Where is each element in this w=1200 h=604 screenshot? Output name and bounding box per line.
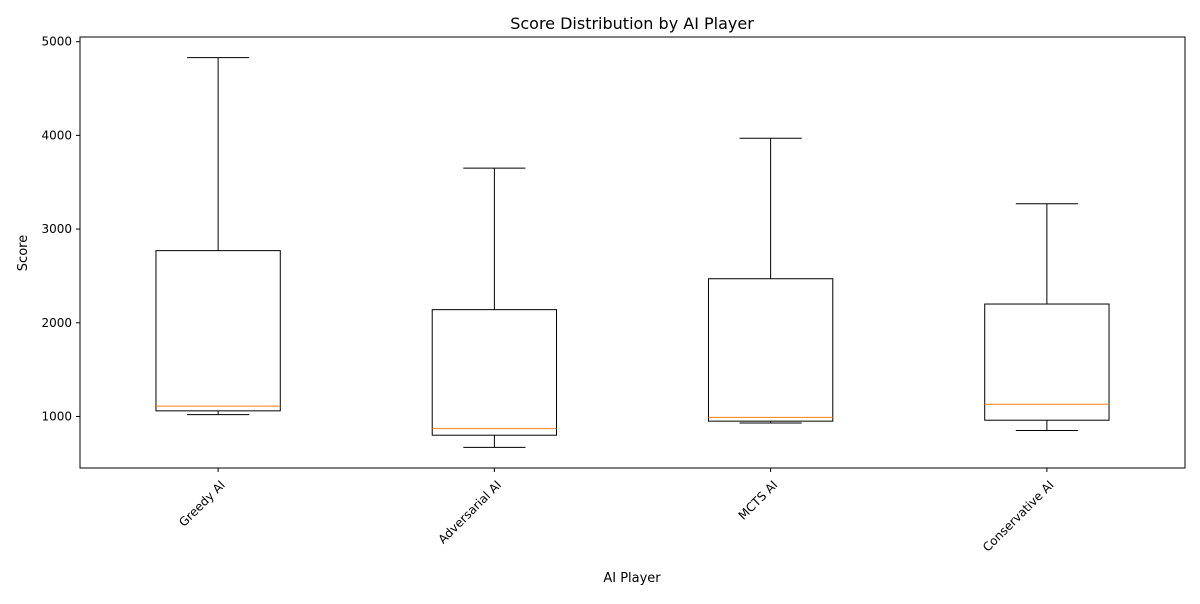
chart-title: Score Distribution by AI Player <box>510 14 754 33</box>
x-tick-label: Greedy AI <box>176 478 228 530</box>
plot-area: 1000 2000 3000 4000 5000 Greedy AI Adversarial… <box>41 35 1110 555</box>
x-tick-label: Adversarial AI <box>435 478 504 547</box>
box-iqr <box>707 278 834 422</box>
x-axis-label: AI Player <box>603 571 661 586</box>
y-tick-label: 5000 <box>41 35 72 49</box>
y-tick-label: 1000 <box>41 409 72 423</box>
box-iqr <box>431 309 558 436</box>
x-tick-label: MCTS AI <box>736 478 781 523</box>
x-tick-label: Conservative AI <box>980 478 1057 555</box>
box-iqr <box>155 250 281 412</box>
y-axis-label: Score <box>16 235 31 271</box>
y-tick-label: 4000 <box>41 128 72 142</box>
box-iqr <box>984 303 1110 421</box>
y-tick-label: 2000 <box>41 316 72 330</box>
y-tick-label: 3000 <box>41 222 72 236</box>
plot-frame <box>79 36 1186 469</box>
